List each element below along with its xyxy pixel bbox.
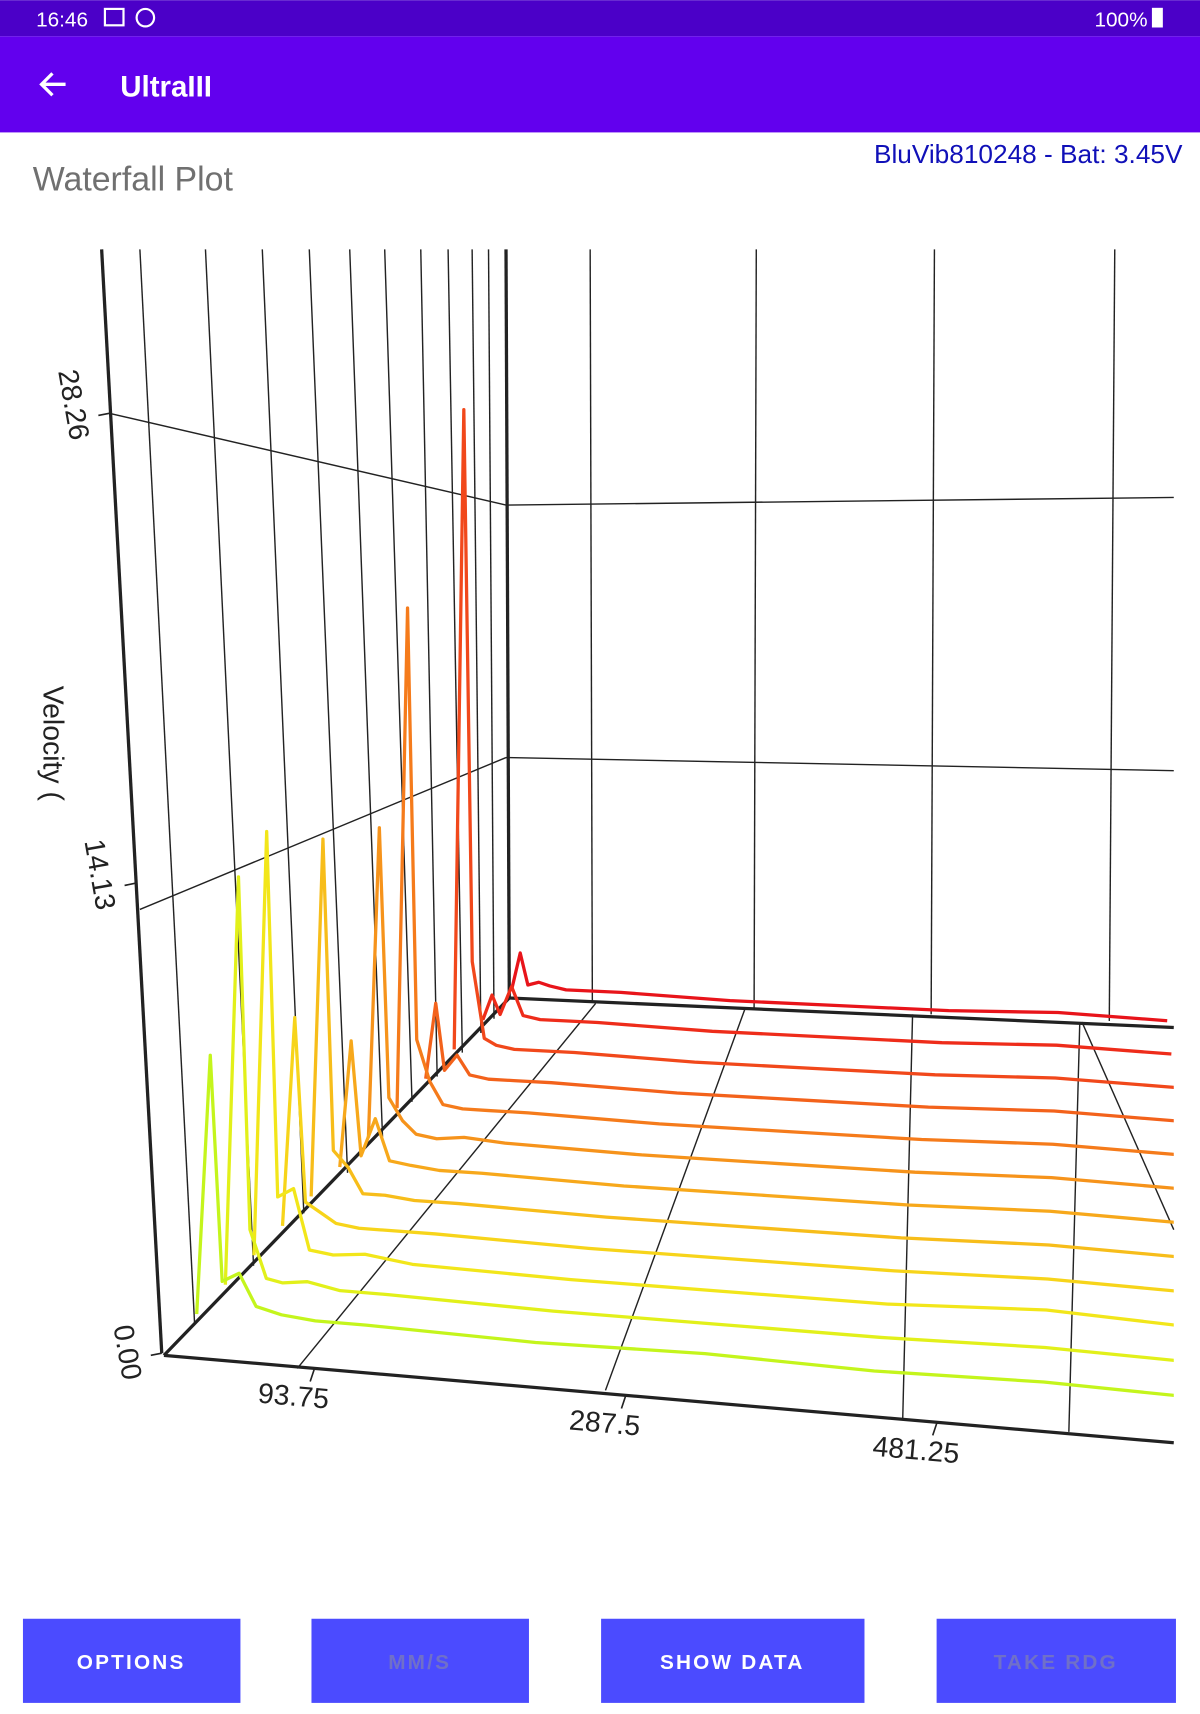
status-battery: 100%: [1094, 8, 1147, 31]
status-bar: [0, 0, 1200, 37]
spectrum-trace: [481, 984, 1172, 1056]
spectrum-trace: [223, 875, 1174, 1363]
spectrum-trace: [366, 826, 1174, 1190]
button-label: TAKE RDG: [994, 1651, 1118, 1674]
z-tick-label: 0.00: [106, 1322, 147, 1382]
button-bg: [936, 1618, 1176, 1703]
battery-icon: [1151, 7, 1163, 28]
button-label: OPTIONS: [77, 1651, 186, 1674]
z-tick: [150, 1352, 162, 1357]
device-label: BluVib810248 - Bat: 3.45V: [874, 139, 1183, 169]
sync-icon: [135, 7, 156, 28]
show-data-button[interactable]: SHOW DATA: [601, 1618, 865, 1703]
z-tick: [98, 412, 110, 417]
status-time: 16:46: [36, 8, 88, 31]
button-bg: [22, 1618, 241, 1703]
spectrum-trace: [395, 606, 1174, 1157]
options-button[interactable]: OPTIONS: [22, 1618, 241, 1703]
plot-area: [195, 408, 1174, 1398]
app-bar: [0, 36, 1200, 133]
plot-title: Waterfall Plot: [33, 160, 234, 198]
button-bg: [601, 1618, 865, 1703]
x-tick: [309, 1368, 316, 1382]
app-title: UltraIII: [120, 70, 212, 103]
take-reading-button[interactable]: TAKE RDG: [936, 1618, 1176, 1703]
spectrum-trace: [452, 408, 1174, 1089]
z-axis-label: Velocity (: [37, 686, 69, 802]
back-button[interactable]: [39, 72, 66, 97]
gallery-icon: [103, 7, 125, 27]
units-button[interactable]: MM/S: [311, 1618, 529, 1703]
spectrum-trace: [195, 1053, 1174, 1398]
z-tick-label: 14.13: [77, 837, 121, 913]
spectrum-trace: [424, 1001, 1174, 1123]
z-tick-label: 28.26: [51, 367, 95, 443]
spectrum-trace: [509, 951, 1168, 1023]
button-bg: [311, 1618, 529, 1703]
spectrum-trace: [309, 837, 1174, 1259]
x-tick-label: 287.5: [568, 1405, 642, 1443]
plot-frame: [100, 249, 1175, 1445]
x-tick-label: 93.75: [257, 1378, 331, 1416]
x-tick-label: 481.25: [871, 1431, 960, 1470]
z-tick: [124, 882, 136, 887]
back-arrow: [39, 72, 66, 97]
button-label: MM/S: [388, 1651, 451, 1674]
x-tick: [620, 1395, 627, 1409]
button-label: SHOW DATA: [660, 1651, 805, 1674]
x-tick: [931, 1422, 938, 1436]
spectrum-trace: [338, 1039, 1174, 1224]
spectrum-trace: [252, 829, 1174, 1327]
spectrum-trace: [280, 1015, 1174, 1293]
